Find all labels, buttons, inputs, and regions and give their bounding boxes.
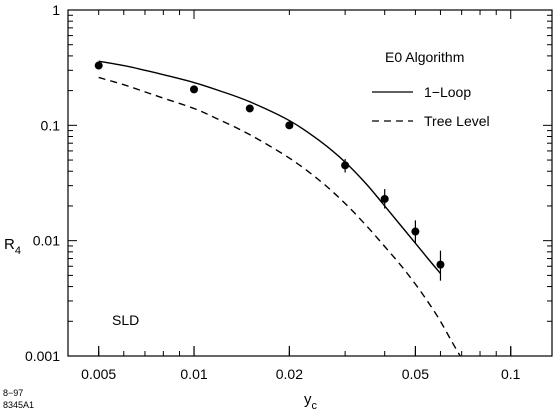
y-axis-title: R4 [4,236,21,257]
data-point [436,260,445,269]
legend-label-tree: Tree Level [424,113,490,129]
x-tick-label: 0.1 [501,366,521,382]
x-tick-label: 0.005 [81,366,116,382]
series-layer [94,60,461,356]
tree-level-curve [98,76,461,356]
footnote-date: 8−97 [3,388,23,398]
y-axis-title-sub: 4 [15,245,21,257]
legend-title: E0 Algorithm [385,49,464,65]
data-point [190,85,199,94]
one-loop-curve [98,60,441,274]
y-tick-label: 0.1 [41,117,61,133]
data-point [341,161,350,170]
y-tick-label: 0.001 [25,348,60,364]
y-tick-label: 1 [52,2,60,18]
sld-annotation: SLD [112,312,139,328]
x-tick-label: 0.02 [276,366,303,382]
y-tick-label: 0.01 [33,233,60,249]
x-axis-title: yc [304,391,318,412]
data-point [411,227,420,236]
x-tick-label: 0.01 [180,366,207,382]
legend: E0 Algorithm 1−Loop Tree Level [372,49,490,129]
axis-ticks: 0.005 0.01 0.02 0.05 0.1 0.001 0.01 0.1 1 [25,2,552,382]
x-axis-title-sub: c [312,400,318,412]
plot-border [67,9,553,357]
footnote-code: 8345A1 [3,400,34,410]
legend-label-1loop: 1−Loop [424,84,471,100]
x-tick-label: 0.05 [402,366,429,382]
data-point [94,61,103,70]
plot-frame [67,9,553,357]
data-point [380,194,389,203]
data-point [245,104,254,113]
data-point [285,121,294,130]
x-axis-title-main: y [304,391,312,408]
y-axis-title-main: R [4,236,15,253]
